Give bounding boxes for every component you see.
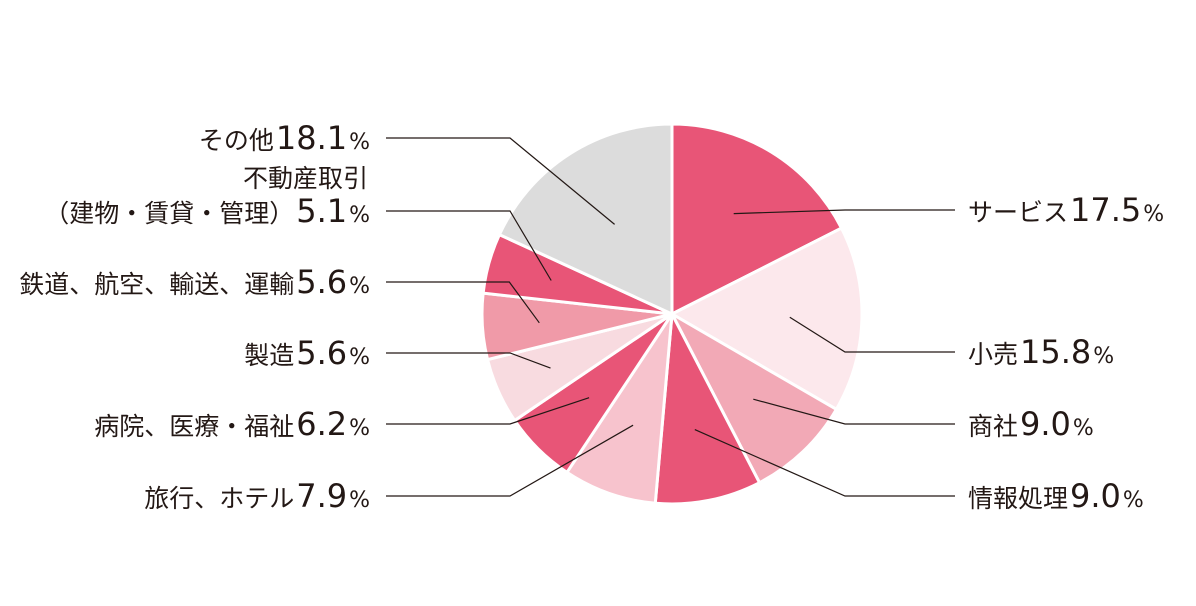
- leader-lines: [386, 137, 955, 497]
- leader-line-9: [386, 210, 552, 281]
- leader-line-3: [753, 398, 955, 425]
- leader-line-10: [386, 137, 615, 225]
- leader-line-6: [386, 397, 590, 425]
- slice-labels: サービス17.5% 小売15.8% 商社9.0% 情報処理9.0% 旅行、ホテル7.9%…: [19, 119, 1164, 515]
- pie-slice-4: [653, 308, 762, 506]
- slice-label-3: 商社9.0%: [968, 405, 1094, 443]
- leader-line-4: [694, 429, 955, 497]
- pie-slices: [480, 122, 864, 506]
- pie-slice-3: [668, 310, 839, 485]
- slice-label-9-line1: 不動産取引: [243, 164, 368, 193]
- leader-line-1: [733, 209, 955, 215]
- slice-label-6: 病院、医療・福祉6.2%: [94, 405, 370, 443]
- slice-label-8: 鉄道、航空、輸送、運輸5.6%: [19, 263, 370, 301]
- pie-slice-2: [668, 226, 864, 412]
- pie-slice-5: [564, 313, 674, 505]
- leader-line-7: [386, 352, 551, 369]
- slice-label-4: 情報処理9.0%: [968, 477, 1144, 515]
- slice-label-5: 旅行、ホテル7.9%: [144, 477, 370, 515]
- slice-label-7: 製造5.6%: [244, 334, 370, 372]
- slice-label-9: （建物・賃貸・管理）5.1%: [44, 192, 370, 230]
- pie-slice-10: [497, 122, 674, 317]
- leader-line-8: [386, 281, 540, 324]
- slice-label-10: その他18.1%: [199, 119, 370, 157]
- slice-label-1: サービス17.5%: [968, 191, 1164, 229]
- leader-line-2: [789, 316, 955, 353]
- slice-label-2: 小売15.8%: [968, 333, 1114, 371]
- leader-line-5: [386, 424, 634, 497]
